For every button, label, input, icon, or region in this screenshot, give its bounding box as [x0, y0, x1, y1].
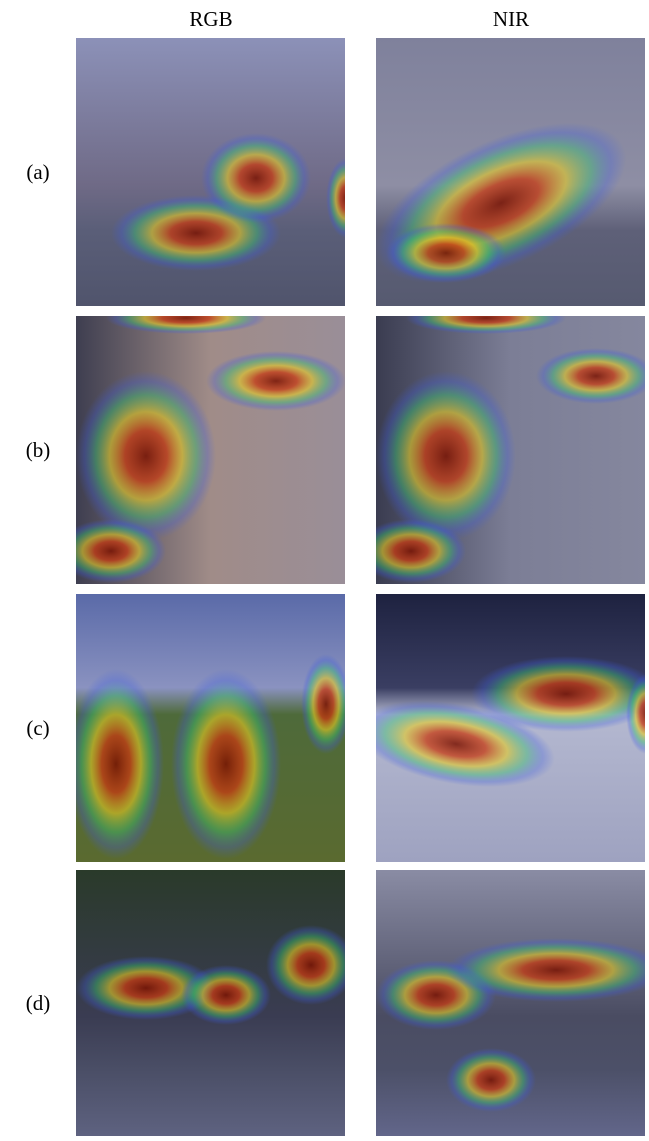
row-label: (a)	[26, 160, 49, 184]
heatmap-blob	[201, 133, 311, 223]
image-panel	[76, 870, 356, 1136]
image-content	[76, 870, 356, 1136]
row-label: (b)	[26, 438, 51, 462]
image-panel	[352, 38, 649, 316]
heatmap-blob	[181, 965, 271, 1025]
heatmap-blob	[206, 351, 346, 411]
column-header: RGB	[189, 7, 232, 31]
heatmap-blob	[376, 371, 516, 541]
heatmap-blob	[446, 1048, 536, 1112]
image-panel	[351, 594, 649, 862]
figure: RGB NIR (a) (b) (c) (d)	[0, 0, 649, 1136]
heatmap-blob	[386, 223, 506, 283]
column-header: NIR	[493, 7, 529, 31]
heatmap-blob	[68, 669, 164, 859]
image-panel	[68, 594, 351, 862]
image-panel	[376, 870, 649, 1136]
heatmap-blob	[356, 519, 466, 583]
image-panel	[76, 38, 366, 306]
heatmap-blob	[301, 654, 351, 754]
heatmap-blob	[171, 669, 281, 859]
image-content	[351, 594, 649, 862]
image-content	[56, 302, 346, 584]
image-panel	[356, 302, 649, 584]
heatmap-blob	[56, 519, 166, 583]
row-label: (d)	[26, 991, 51, 1015]
image-content	[356, 302, 649, 584]
heatmap-blob	[76, 371, 216, 541]
row-label: (c)	[26, 716, 49, 740]
image-content	[76, 38, 366, 306]
image-panel	[56, 302, 346, 584]
image-content	[352, 38, 649, 316]
heatmap-blob	[106, 302, 266, 334]
image-content	[68, 594, 351, 862]
page: RGB NIR (a)(b)(c)(d) (() => { const data…	[0, 0, 649, 1136]
heatmap-blob	[266, 925, 356, 1005]
image-content	[376, 870, 649, 1136]
heatmap-blob	[406, 302, 566, 334]
heatmap-blob	[326, 158, 366, 238]
